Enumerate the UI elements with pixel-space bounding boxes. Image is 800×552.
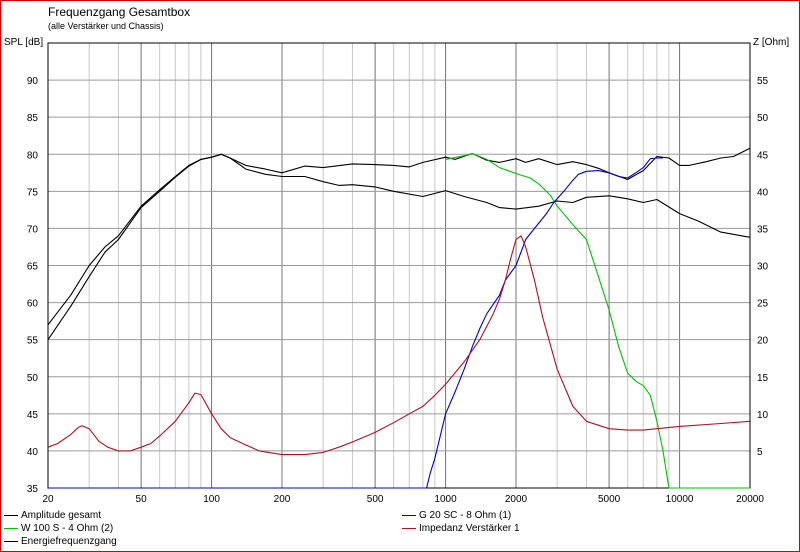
y2-tick-label: 40 [757, 187, 769, 198]
y-tick-label: 85 [27, 113, 39, 124]
y-tick-label: 35 [27, 484, 39, 495]
y-tick-label: 60 [27, 299, 39, 310]
x-tick-label: 1000 [434, 494, 457, 505]
legend-label: W 100 S - 4 Ohm (2) [21, 523, 114, 534]
x-tick-label: 5000 [598, 494, 621, 505]
y2-tick-label: 35 [757, 224, 769, 235]
legend-item-amplitude: Amplitude gesamt [4, 510, 101, 521]
legend-item-g20sc: G 20 SC - 8 Ohm (1) [402, 510, 511, 521]
y-axis-label-left: SPL [dB] [4, 37, 44, 48]
y-tick-label: 70 [27, 224, 39, 235]
legend-label: Impedanz Verstärker 1 [419, 523, 520, 534]
x-tick-label: 500 [367, 494, 384, 505]
series-line-2 [445, 152, 750, 489]
y2-tick-label: 45 [757, 150, 769, 161]
y2-tick-label: 25 [757, 299, 769, 310]
legend-swatch [402, 515, 416, 516]
legend-item-impedance: Impedanz Verstärker 1 [402, 523, 520, 534]
y-tick-label: 40 [27, 447, 39, 458]
legend-label: Amplitude gesamt [21, 510, 102, 521]
chart-title: Frequenzgang Gesamtbox [48, 5, 191, 19]
legend-label: Energiefrequenzgang [21, 536, 117, 547]
y2-tick-label: 15 [757, 373, 769, 384]
legend-label: G 20 SC - 8 Ohm (1) [419, 510, 512, 521]
y2-tick-label: 20 [757, 336, 769, 347]
x-tick-label: 200 [274, 494, 291, 505]
y2-tick-label: 30 [757, 262, 769, 273]
y-tick-label: 45 [27, 410, 39, 421]
y2-tick-label: 10 [757, 410, 769, 421]
x-tick-label: 50 [136, 494, 148, 505]
y-tick-label: 50 [27, 373, 39, 384]
series-line-4 [47, 235, 751, 456]
chart-subtitle: (alle Verstärker und Chassis) [48, 21, 164, 31]
x-tick-label: 100 [203, 494, 220, 505]
y-tick-label: 80 [27, 150, 39, 161]
legend-item-energy: Energiefrequenzgang [4, 536, 117, 547]
y-axis-label-right: Z [Ohm] [753, 37, 790, 48]
y2-tick-label: 5 [757, 447, 763, 458]
legend-swatch [402, 528, 416, 529]
y-tick-label: 75 [27, 187, 39, 198]
legend-swatch [4, 541, 18, 542]
series-line-1 [47, 153, 751, 341]
y-tick-label: 55 [27, 336, 39, 347]
y-tick-label: 90 [27, 76, 39, 87]
x-tick-label: 20 [42, 494, 54, 505]
y2-tick-label: 55 [757, 76, 769, 87]
x-tick-label: 2000 [505, 494, 528, 505]
x-tick-label: 20000 [736, 494, 764, 505]
series-line-3 [48, 157, 663, 489]
x-tick-label: 10000 [666, 494, 694, 505]
y2-tick-label: 50 [757, 113, 769, 124]
legend-swatch [4, 515, 18, 516]
legend-swatch [4, 528, 18, 529]
legend-item-w100s: W 100 S - 4 Ohm (2) [4, 523, 113, 534]
y-tick-label: 65 [27, 262, 39, 273]
